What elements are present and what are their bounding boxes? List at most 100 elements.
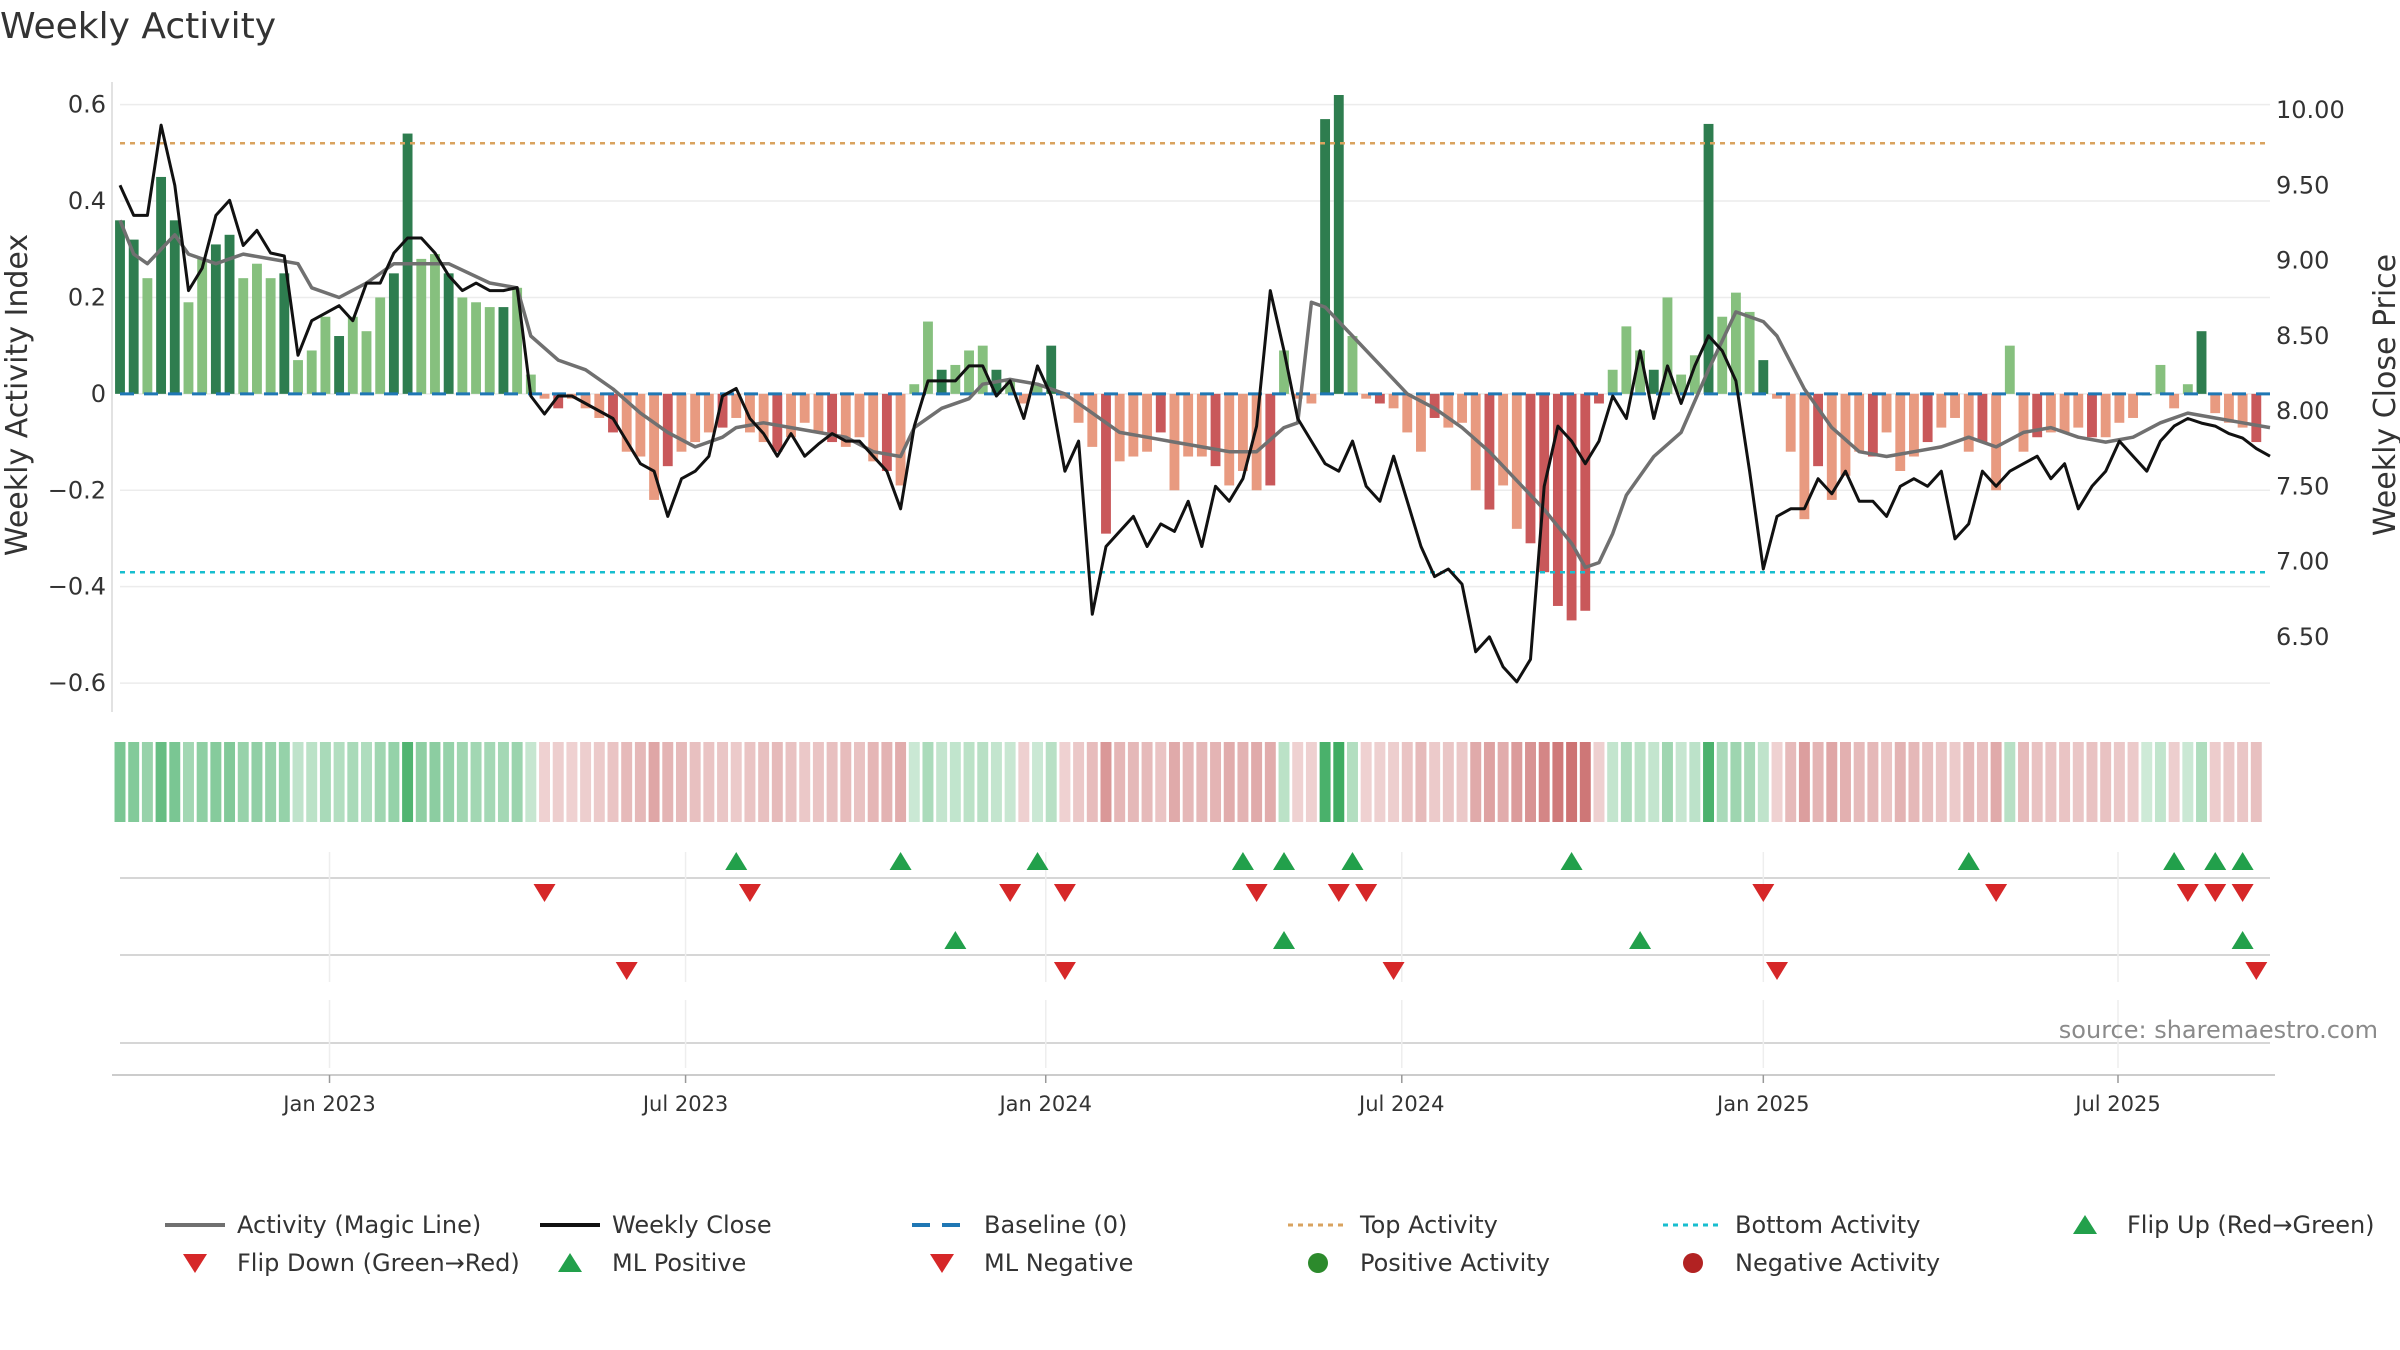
left-tick-label: 0 bbox=[91, 380, 106, 408]
heat-cell bbox=[155, 742, 167, 822]
activity-bar bbox=[964, 350, 974, 394]
heat-cell bbox=[539, 742, 550, 822]
activity-bar bbox=[471, 302, 481, 394]
activity-bar bbox=[1717, 316, 1728, 394]
chart-title: Weekly Activity bbox=[0, 6, 276, 47]
heat-cell bbox=[1442, 742, 1454, 822]
activity-bar bbox=[1429, 393, 1440, 418]
activity-bar bbox=[2073, 393, 2084, 428]
heat-cell bbox=[2209, 742, 2221, 822]
heat-cell bbox=[908, 742, 920, 822]
activity-bar bbox=[786, 393, 796, 438]
activity-bar bbox=[1922, 393, 1933, 443]
left-tick-label: −0.2 bbox=[48, 476, 106, 504]
activity-bar bbox=[1566, 393, 1577, 621]
flip-down-marker bbox=[1355, 884, 1378, 902]
activity-bar bbox=[1018, 393, 1029, 404]
activity-bar bbox=[553, 393, 564, 409]
activity-bar bbox=[2114, 393, 2125, 423]
activity-bar bbox=[1059, 393, 1070, 399]
heat-cell bbox=[196, 742, 208, 822]
heat-cell bbox=[2196, 742, 2208, 822]
activity-bar bbox=[1128, 393, 1139, 457]
heat-cell bbox=[1593, 742, 1605, 822]
heat-cell bbox=[1168, 742, 1180, 822]
activity-bar bbox=[1142, 393, 1152, 452]
heat-cell bbox=[347, 742, 359, 822]
activity-bar bbox=[2155, 364, 2166, 394]
activity-bar bbox=[1032, 384, 1043, 394]
source-note: source: sharemaestro.com bbox=[2059, 1016, 2378, 1044]
right-tick-label: 8.50 bbox=[2276, 322, 2329, 350]
heat-cell bbox=[2250, 742, 2262, 822]
heat-cell bbox=[2018, 742, 2029, 822]
heat-cell bbox=[1456, 742, 1468, 822]
heat-cell bbox=[306, 742, 318, 822]
heat-cell bbox=[470, 742, 482, 822]
heat-cell bbox=[648, 742, 660, 822]
activity-bar bbox=[238, 278, 249, 394]
heat-cell bbox=[1483, 742, 1495, 822]
activity-bar bbox=[1991, 393, 2002, 491]
activity-bar bbox=[1785, 393, 1796, 452]
heat-cell bbox=[1607, 742, 1619, 822]
heat-cell bbox=[1155, 742, 1167, 822]
legend-label: Flip Down (Green→Red) bbox=[237, 1249, 520, 1277]
activity-bar bbox=[498, 307, 509, 394]
activity-bar bbox=[662, 393, 673, 467]
heat-cell bbox=[1305, 742, 1317, 822]
activity-bar bbox=[840, 393, 851, 447]
heat-cell bbox=[1908, 742, 1920, 822]
activity-bar bbox=[1963, 393, 1974, 452]
activity-bar bbox=[1238, 393, 1248, 471]
flip-up-marker bbox=[1231, 852, 1254, 870]
activity-bar bbox=[1196, 393, 1207, 457]
activity-bar bbox=[2251, 393, 2262, 443]
flip-up-marker bbox=[2163, 852, 2186, 870]
heat-cell bbox=[1278, 742, 1290, 822]
heat-cell bbox=[2237, 742, 2249, 822]
heat-cell bbox=[1182, 742, 1194, 822]
heat-cell bbox=[675, 742, 687, 822]
flip-up-marker bbox=[1341, 852, 1364, 870]
heat-cell bbox=[1812, 742, 1824, 822]
activity-bar bbox=[2100, 393, 2111, 438]
heat-cell bbox=[1018, 742, 1030, 822]
activity-bar bbox=[1073, 393, 1084, 423]
activity-bar bbox=[1689, 355, 1700, 394]
activity-bar bbox=[1374, 393, 1385, 404]
flip-down-marker bbox=[1245, 884, 1268, 902]
flip-up-marker bbox=[2231, 852, 2254, 870]
heat-cell bbox=[1716, 742, 1728, 822]
heat-cell bbox=[1127, 742, 1139, 822]
left-axis-label: Weekly Activity Index bbox=[0, 234, 35, 556]
heat-cell bbox=[319, 742, 331, 822]
heat-cell bbox=[922, 742, 934, 822]
right-tick-label: 9.00 bbox=[2276, 247, 2329, 275]
x-axis-ticks: Jan 2023 Jul 2023 Jan 2024 Jul 2024 Jan 2025… bbox=[281, 1075, 2161, 1116]
activity-bar bbox=[1443, 393, 1454, 428]
left-y-ticks: 0.6 0.4 0.2 0 −0.2 −0.4 −0.6 bbox=[48, 91, 106, 697]
right-tick-label: 7.50 bbox=[2276, 472, 2329, 500]
heat-cell bbox=[854, 742, 865, 822]
heat-cell bbox=[1497, 742, 1509, 822]
activity-bar bbox=[1635, 350, 1645, 394]
heat-cell bbox=[237, 742, 249, 822]
activity-bar bbox=[1333, 95, 1344, 394]
ml-positive-marker bbox=[944, 931, 967, 949]
heat-cell bbox=[1744, 742, 1756, 822]
legend-label: Activity (Magic Line) bbox=[237, 1211, 481, 1239]
legend-swatch bbox=[183, 1254, 207, 1273]
activity-bar bbox=[128, 239, 139, 394]
activity-bar bbox=[1416, 393, 1426, 452]
activity-bar bbox=[1950, 393, 1960, 418]
activity-bar bbox=[1320, 119, 1331, 394]
activity-bar bbox=[1251, 393, 1262, 491]
heat-cell bbox=[689, 742, 701, 822]
activity-bar bbox=[375, 297, 386, 394]
activity-bar bbox=[594, 393, 605, 418]
heat-cell bbox=[1538, 742, 1550, 822]
heat-cell bbox=[2127, 742, 2139, 822]
heat-cell bbox=[840, 742, 852, 822]
heat-cell bbox=[1798, 742, 1810, 822]
